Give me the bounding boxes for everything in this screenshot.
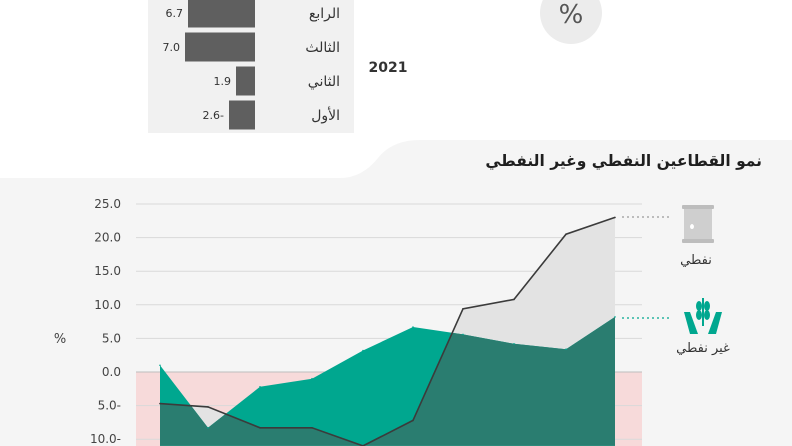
- nonoil-point: [311, 377, 313, 380]
- barrel-icon: [682, 205, 714, 243]
- quarter-bar: [188, 0, 255, 28]
- nonoil-point: [259, 386, 261, 388]
- oil-point: [513, 298, 515, 301]
- oil-line: [159, 216, 616, 446]
- quarter-bar: [229, 100, 255, 130]
- nonoil-point: [159, 364, 161, 367]
- quarter-value-label: 1.9: [214, 75, 232, 88]
- quarter-value-label: 7.0: [163, 41, 181, 54]
- percent-symbol: %: [558, 0, 584, 30]
- y-tick-label: 0.0: [102, 365, 121, 379]
- oil-point: [614, 216, 616, 219]
- nonoil-point: [412, 326, 414, 328]
- quarter-value-label: 6.7: [166, 7, 184, 20]
- oil-point: [259, 427, 261, 429]
- legend-oil-label: نفطي: [680, 253, 712, 268]
- quarter-label: الأول: [311, 106, 340, 124]
- quarter-label: الرابع: [309, 6, 340, 22]
- y-tick-label: 5.0-: [98, 399, 121, 413]
- quarter-bars: 6.7 الرابع 7.0 الثالث 1.9 الثاني 2.6- الأول: [163, 0, 340, 130]
- nonoil-point: [362, 349, 364, 352]
- quarter-bar: [236, 66, 255, 96]
- y-axis-label: %: [54, 332, 66, 347]
- oil-point: [565, 233, 567, 235]
- y-tick-label: 10.0: [94, 298, 121, 312]
- quarter-label: الثاني: [308, 74, 340, 90]
- wheat-hands-icon: [684, 298, 722, 334]
- chart-title: نمو القطاعين النفطي وغير النفطي: [485, 152, 762, 171]
- nonoil-point: [207, 427, 209, 429]
- quarter-bar: [185, 32, 255, 62]
- year-label: 2021: [369, 60, 408, 76]
- y-tick-label: 15.0: [94, 264, 121, 278]
- nonoil-point: [513, 343, 515, 345]
- percent-badge: %: [540, 0, 602, 44]
- oil-point: [159, 402, 161, 405]
- y-axis: 25.0 20.0 15.0 10.0 5.0 0.0 5.0- 10.0-: [90, 197, 121, 446]
- oil-point: [412, 419, 414, 422]
- y-tick-label: 10.0-: [90, 432, 121, 446]
- nonoil-point: [462, 333, 464, 336]
- y-tick-label: 20.0: [94, 231, 121, 245]
- quarter-value-label: 2.6-: [203, 109, 224, 122]
- oil-point: [311, 427, 313, 429]
- quarter-label: الثالث: [305, 40, 340, 56]
- oil-point: [207, 406, 209, 408]
- plot-area: [159, 216, 616, 446]
- y-tick-label: 5.0: [102, 331, 121, 345]
- nonoil-point: [614, 316, 616, 318]
- nonoil-point: [565, 348, 567, 351]
- y-tick-label: 25.0: [94, 197, 121, 211]
- oil-point: [462, 308, 464, 310]
- legend-nonoil-label: غير نفطي: [676, 341, 730, 356]
